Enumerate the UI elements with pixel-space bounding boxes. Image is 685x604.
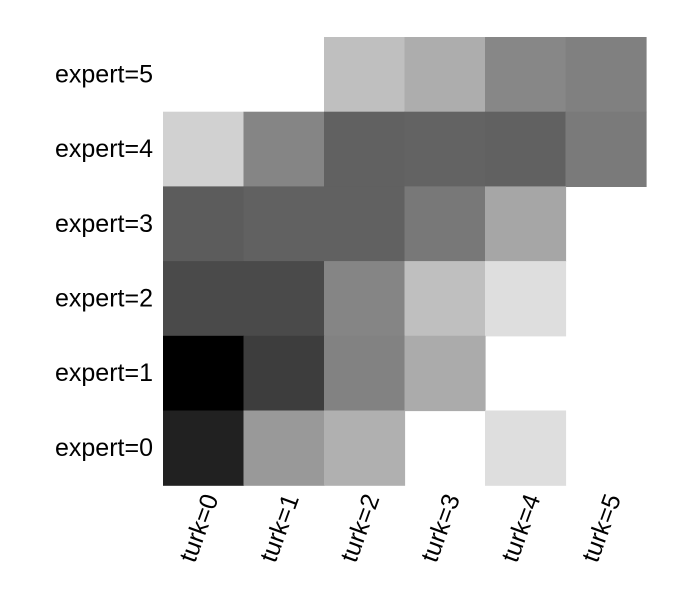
heatmap-cell-r2-c2 [324, 186, 406, 262]
heatmap-cell-r0-c4 [485, 37, 567, 113]
heatmap-cell-r0-c2 [324, 37, 406, 113]
heatmap-cell-r2-c4 [485, 186, 567, 262]
heatmap-cell-r3-c3 [404, 261, 486, 337]
heatmap-cell-r5-c1 [243, 410, 325, 486]
y-tick-label: expert=1 [55, 359, 153, 387]
heatmap-cell-r4-c3 [404, 335, 486, 412]
y-axis-labels: expert=5 expert=4 expert=3 expert=2 expert=1… [55, 60, 153, 462]
heatmap-cell-r5-c0 [163, 410, 245, 486]
heatmap-cell-r5-c2 [324, 410, 406, 486]
y-tick-label: expert=3 [55, 210, 153, 238]
heatmap-cell-r3-c0 [163, 261, 245, 337]
heatmap-cell-r4-c0 [163, 335, 245, 412]
heatmap-cell-r2-c1 [243, 186, 325, 262]
x-tick-label: turk=2 [335, 490, 385, 566]
heatmap-cell-r3-c2 [324, 261, 406, 337]
heatmap-cell-r2-c0 [163, 186, 245, 262]
heatmap-cell-r2-c3 [404, 186, 486, 262]
heatmap-cells [163, 37, 647, 486]
y-tick-label: expert=2 [55, 285, 153, 313]
heatmap-cell-r3-c1 [243, 261, 325, 337]
heatmap-cell-r3-c4 [485, 261, 567, 337]
heatmap-cell-r1-c4 [485, 111, 567, 187]
x-axis-labels: turk=0 turk=1 turk=2 turk=3 turk=4 turk=5 [174, 490, 627, 566]
heatmap-cell-r1-c5 [565, 111, 647, 187]
heatmap-cell-r1-c3 [404, 111, 486, 187]
x-tick-label: turk=3 [416, 490, 466, 566]
heatmap-cell-r1-c0 [163, 111, 245, 187]
y-tick-label: expert=0 [55, 434, 153, 462]
heatmap-cell-r0-c5 [565, 37, 647, 113]
heatmap-cell-r4-c2 [324, 335, 406, 412]
heatmap-cell-r1-c2 [324, 111, 406, 187]
heatmap-cell-r0-c3 [404, 37, 486, 113]
x-tick-label: turk=0 [174, 490, 224, 566]
x-tick-label: turk=1 [255, 490, 305, 566]
y-tick-label: expert=5 [55, 60, 153, 88]
x-tick-label: turk=5 [577, 490, 627, 566]
heatmap-cell-r5-c4 [485, 410, 567, 486]
y-tick-label: expert=4 [55, 135, 153, 163]
x-tick-label: turk=4 [496, 490, 546, 566]
heatmap-cell-r1-c1 [243, 111, 325, 187]
heatmap-cell-r4-c1 [243, 335, 325, 412]
